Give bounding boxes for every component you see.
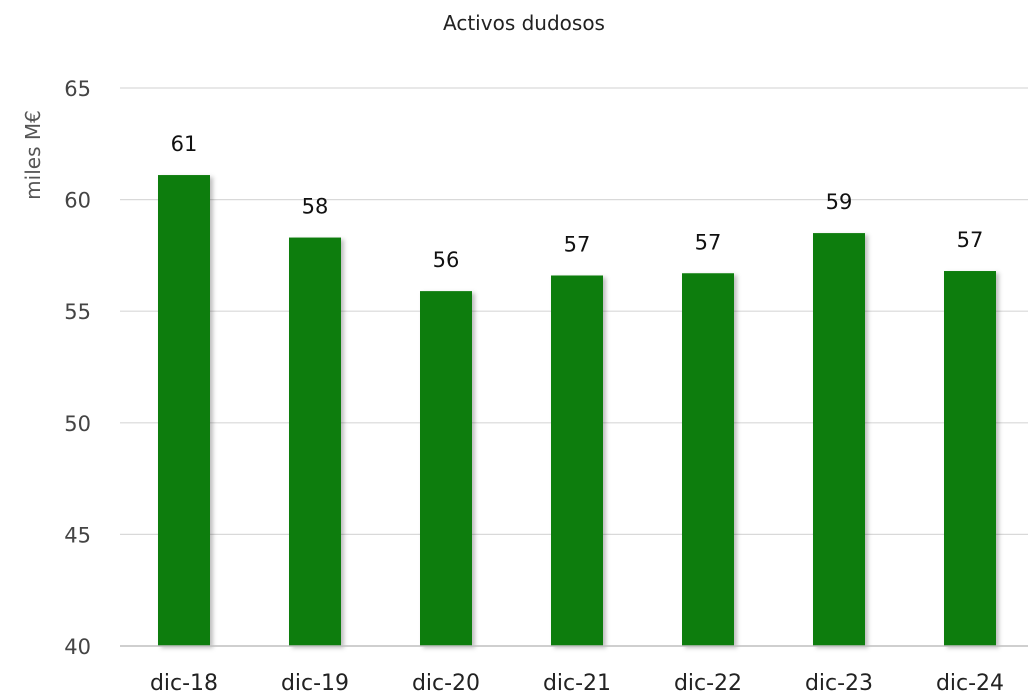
x-tick-label: dic-19	[281, 671, 349, 696]
y-tick-label: 40	[64, 635, 91, 659]
bar	[158, 175, 210, 646]
x-tick-label: dic-23	[805, 671, 873, 696]
data-label: 59	[826, 190, 853, 214]
data-label: 61	[171, 132, 198, 156]
data-label: 57	[564, 232, 591, 256]
bar	[551, 275, 603, 646]
chart-title: Activos dudosos	[443, 11, 605, 35]
y-tick-label: 65	[64, 77, 91, 101]
y-axis-label: miles M€	[21, 110, 45, 200]
bar	[944, 271, 996, 646]
x-tick-label: dic-22	[674, 671, 742, 696]
x-axis-ticks: dic-18 dic-19 dic-20 dic-21 dic-22 dic-23 dic-…	[150, 671, 1004, 696]
data-label: 57	[957, 228, 984, 252]
x-tick-label: dic-24	[936, 671, 1004, 696]
bars	[158, 175, 996, 646]
bar	[682, 273, 734, 646]
y-tick-label: 60	[64, 189, 91, 213]
x-tick-label: dic-21	[543, 671, 611, 696]
y-tick-label: 50	[64, 412, 91, 436]
data-label: 58	[302, 195, 329, 219]
bar	[420, 291, 472, 646]
bar	[289, 237, 341, 646]
data-label: 57	[695, 230, 722, 254]
y-tick-label: 55	[64, 300, 91, 324]
y-tick-label: 45	[64, 523, 91, 547]
x-tick-label: dic-20	[412, 671, 480, 696]
x-tick-label: dic-18	[150, 671, 218, 696]
bar	[813, 233, 865, 646]
data-labels: 61 58 56 57 57 59 57	[171, 132, 984, 272]
data-label: 56	[433, 248, 460, 272]
y-axis-ticks: 40 45 50 55 60 65	[64, 77, 91, 659]
